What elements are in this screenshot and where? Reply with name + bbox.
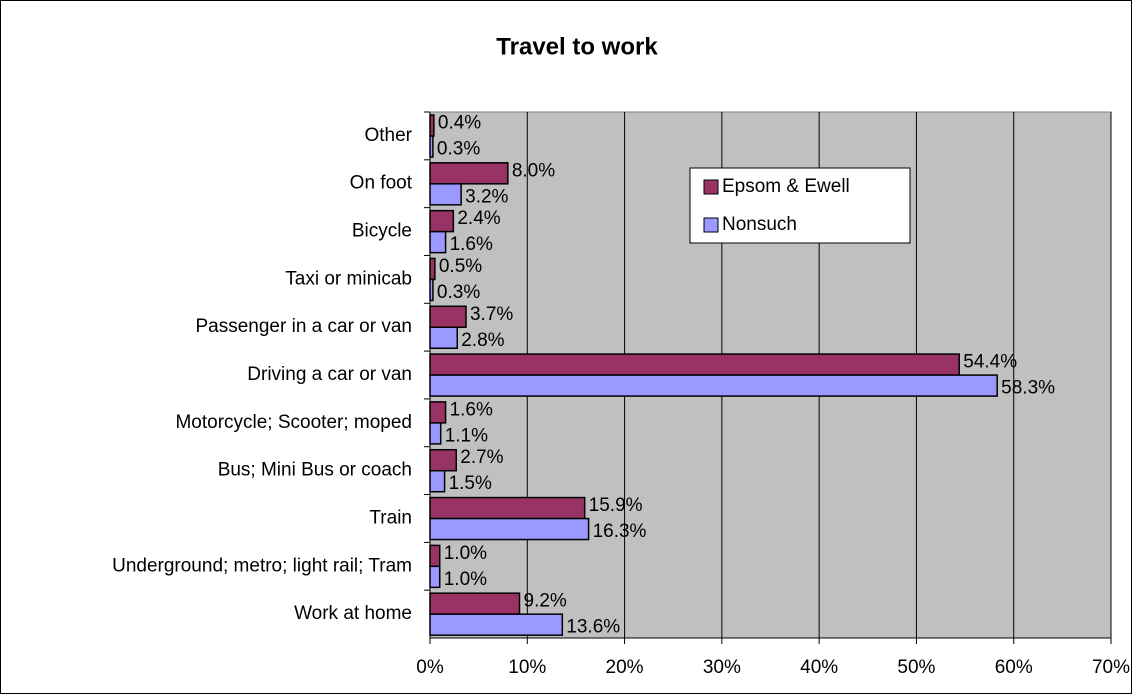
legend-swatch xyxy=(703,179,719,195)
bar xyxy=(429,422,442,445)
y-tick-label: Driving a car or van xyxy=(247,364,412,385)
data-label: 58.3% xyxy=(1001,378,1055,399)
bar xyxy=(429,305,467,329)
data-label: 0.5% xyxy=(439,256,482,277)
x-tick-label: 30% xyxy=(703,657,741,678)
bar xyxy=(429,517,590,541)
bar xyxy=(429,592,521,615)
data-label: 13.6% xyxy=(566,617,620,638)
data-label: 3.7% xyxy=(470,304,513,325)
x-tick-label: 60% xyxy=(995,657,1033,678)
x-tick-label: 70% xyxy=(1092,657,1130,678)
data-label: 15.9% xyxy=(589,495,643,516)
bar xyxy=(429,326,458,350)
y-tick-label: Bicycle xyxy=(352,221,412,242)
data-label: 2.7% xyxy=(460,447,503,468)
data-label: 3.2% xyxy=(465,186,508,207)
bar xyxy=(429,374,998,397)
x-tick-label: 10% xyxy=(508,657,546,678)
bar xyxy=(429,353,960,376)
legend-swatch xyxy=(703,217,719,233)
bar xyxy=(429,496,586,520)
data-label: 2.4% xyxy=(457,208,500,229)
legend-label: Epsom & Ewell xyxy=(722,176,850,197)
bar xyxy=(429,162,509,185)
chart-title: Travel to work xyxy=(496,33,658,60)
bar xyxy=(429,544,441,568)
x-tick-label: 50% xyxy=(897,657,935,678)
data-label: 0.3% xyxy=(437,139,480,160)
data-label: 9.2% xyxy=(524,591,567,612)
y-tick-label: Taxi or minicab xyxy=(285,268,412,289)
bar xyxy=(429,401,447,424)
x-tick-label: 0% xyxy=(416,657,444,678)
data-label: 16.3% xyxy=(593,521,647,542)
data-label: 1.0% xyxy=(444,543,487,564)
bar xyxy=(429,230,447,254)
data-label: 1.0% xyxy=(444,569,487,590)
data-label: 1.6% xyxy=(450,399,493,420)
bar xyxy=(429,114,435,137)
y-tick-label: Work at home xyxy=(294,603,412,624)
data-label: 54.4% xyxy=(963,352,1017,373)
x-tick-label: 40% xyxy=(800,657,838,678)
y-tick-label: Passenger in a car or van xyxy=(195,316,412,337)
y-tick-label: Train xyxy=(369,507,412,528)
bar xyxy=(429,183,462,206)
bar xyxy=(429,209,455,233)
x-tick-label: 20% xyxy=(606,657,644,678)
data-label: 8.0% xyxy=(512,160,555,181)
data-label: 0.4% xyxy=(438,113,481,134)
data-label: 2.8% xyxy=(461,330,504,351)
bar xyxy=(429,135,434,158)
y-tick-label: Bus; Mini Bus or coach xyxy=(218,460,412,481)
data-label: 0.3% xyxy=(437,282,480,303)
y-tick-label: Motorcycle; Scooter; moped xyxy=(175,412,412,433)
y-tick-label: Other xyxy=(364,125,412,146)
bar xyxy=(429,613,564,636)
legend xyxy=(689,167,911,244)
bar xyxy=(429,565,441,589)
legend-label: Nonsuch xyxy=(722,214,797,235)
data-label: 1.1% xyxy=(445,425,488,446)
data-label: 1.5% xyxy=(449,473,492,494)
bar xyxy=(429,278,434,302)
data-label: 1.6% xyxy=(450,234,493,255)
y-tick-label: Underground; metro; light rail; Tram xyxy=(112,555,412,576)
bar xyxy=(429,257,436,281)
bar xyxy=(429,448,458,472)
bar xyxy=(429,469,446,493)
y-tick-label: On foot xyxy=(350,173,413,194)
